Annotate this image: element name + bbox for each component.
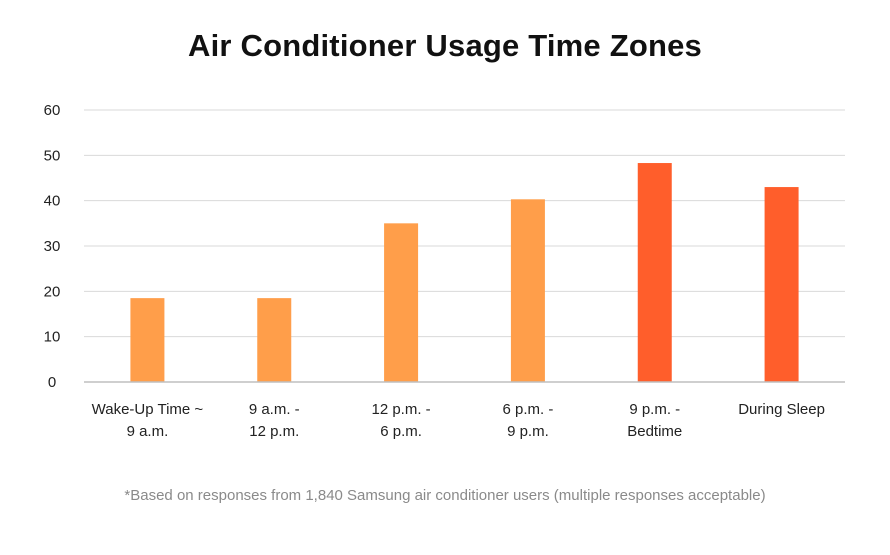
bar [257, 298, 292, 382]
bar [637, 163, 672, 382]
bar [130, 298, 165, 382]
y-tick-label: 50 [44, 147, 61, 164]
y-tick-label: 30 [44, 238, 61, 255]
footnote: *Based on responses from 1,840 Samsung a… [124, 487, 766, 504]
chart-title: Air Conditioner Usage Time Zones [188, 28, 702, 63]
bar [384, 223, 419, 382]
y-tick-label: 60 [44, 102, 61, 119]
bar [764, 187, 799, 382]
x-tick-label: During Sleep [738, 401, 825, 418]
y-tick-label: 0 [48, 374, 56, 391]
x-tick-label: 9 a.m. -12 p.m. [249, 401, 300, 440]
y-tick-label: 20 [44, 283, 61, 300]
x-tick-label: 6 p.m. -9 p.m. [502, 401, 553, 440]
y-tick-label: 40 [44, 193, 61, 210]
y-axis-ticks: 0 10 20 30 40 50 60 [44, 102, 61, 391]
bar [510, 199, 545, 382]
x-tick-label: Wake-Up Time ~9 a.m. [92, 401, 204, 440]
x-tick-label: 9 p.m. -Bedtime [627, 401, 682, 440]
bars [130, 163, 799, 382]
x-tick-label: 12 p.m. -6 p.m. [371, 401, 430, 440]
y-tick-label: 10 [44, 329, 61, 346]
gridlines [84, 109, 845, 338]
x-axis-labels: Wake-Up Time ~9 a.m. 9 a.m. -12 p.m. 12 p.… [92, 401, 825, 440]
